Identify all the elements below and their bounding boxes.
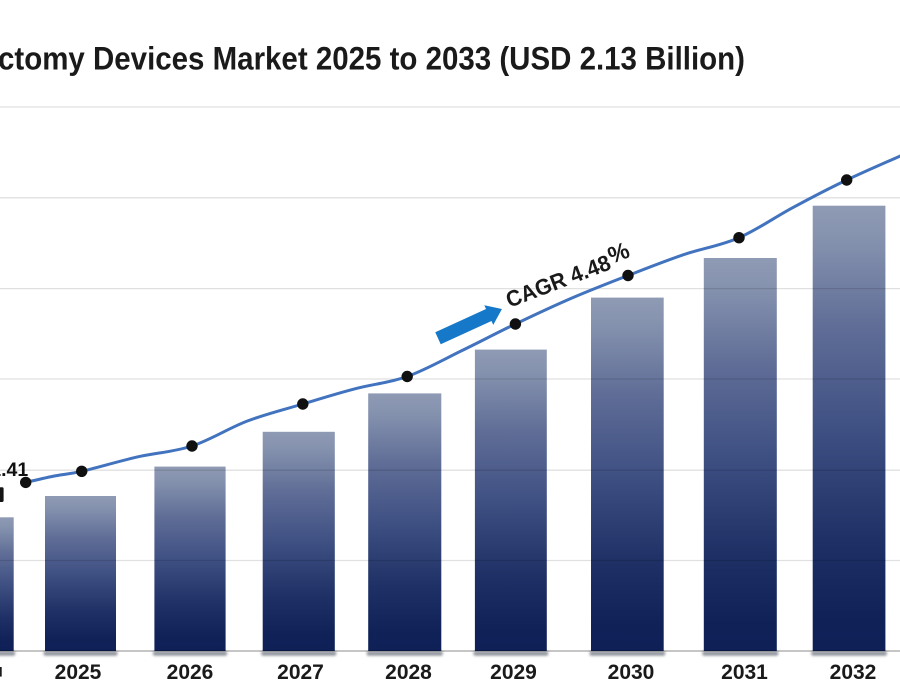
svg-text:ctomy Devices Market 2025 to 2: ctomy Devices Market 2025 to 2033 (USD 2…	[0, 40, 745, 76]
svg-text:2031: 2031	[721, 661, 768, 684]
svg-text:2025: 2025	[55, 661, 102, 684]
svg-text:2027: 2027	[277, 661, 324, 684]
svg-text:USD 1.41: USD 1.41	[0, 459, 28, 481]
svg-text:2032: 2032	[830, 661, 877, 684]
svg-text:2030: 2030	[608, 661, 655, 684]
svg-text:2026: 2026	[167, 661, 214, 684]
svg-text:2028: 2028	[385, 661, 432, 684]
svg-text:2029: 2029	[490, 661, 537, 684]
